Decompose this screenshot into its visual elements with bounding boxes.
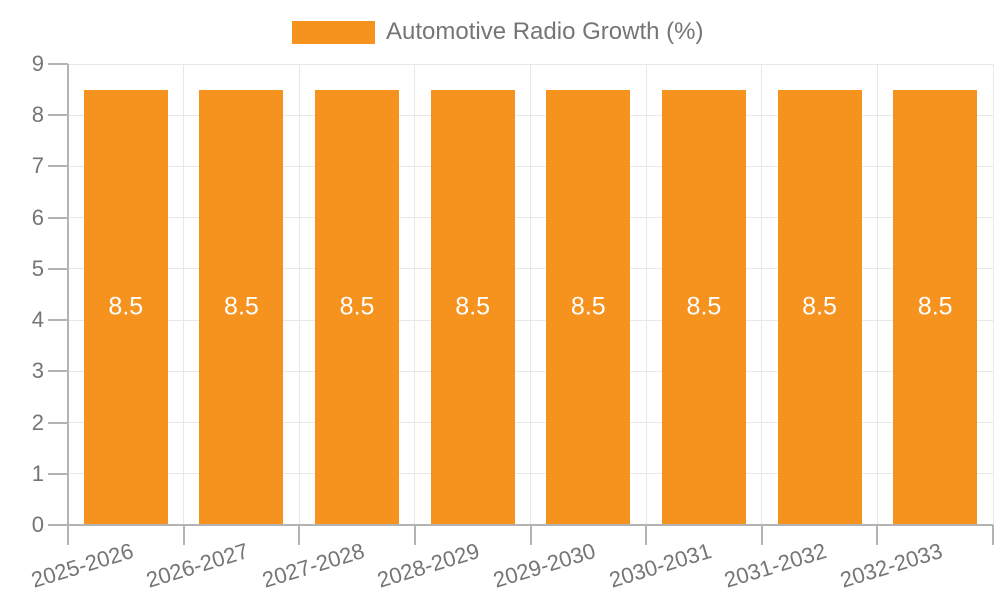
bar: 8.5: [777, 89, 862, 525]
x-tick-label: 2031-2032: [721, 538, 830, 593]
y-tick-label: 8: [31, 102, 44, 128]
v-gridline: [298, 64, 300, 525]
y-axis-line: [67, 64, 69, 545]
bar: 8.5: [430, 89, 515, 525]
bar: 8.5: [199, 89, 284, 525]
x-tick-label: 2026-2027: [143, 538, 252, 593]
y-tick-label: 5: [31, 255, 44, 281]
h-gridline: [68, 422, 993, 424]
y-axis-tick: [48, 370, 68, 373]
bar: 8.5: [893, 89, 978, 525]
v-gridline: [761, 64, 763, 525]
y-tick-label: 3: [31, 358, 44, 384]
legend[interactable]: Automotive Radio Growth (%): [292, 18, 703, 46]
y-axis-tick: [48, 63, 68, 65]
x-tick-label: 2027-2028: [259, 538, 368, 593]
y-axis-tick: [48, 165, 68, 168]
x-axis-tick: [992, 525, 994, 545]
bar-value-label: 8.5: [108, 292, 144, 321]
bar-value-label: 8.5: [570, 292, 606, 321]
bar-value-label: 8.5: [339, 292, 375, 321]
legend-label: Automotive Radio Growth (%): [386, 18, 704, 45]
x-tick-label: 2030-2031: [606, 538, 714, 593]
bar-value-label: 8.5: [686, 292, 722, 321]
bar-value-label: 8.5: [455, 292, 491, 321]
x-axis-tick: [876, 525, 879, 545]
v-gridline: [992, 64, 994, 525]
x-axis-line: [68, 524, 993, 526]
y-tick-label: 7: [31, 153, 44, 179]
y-axis-tick: [48, 216, 68, 219]
bar: 8.5: [315, 89, 400, 525]
y-tick-label: 0: [31, 512, 44, 537]
y-axis-tick: [48, 421, 68, 424]
h-gridline: [68, 63, 993, 65]
v-gridline: [530, 64, 531, 525]
v-gridline: [645, 64, 647, 525]
bar-value-label: 8.5: [802, 292, 837, 321]
bar: 8.5: [546, 89, 631, 525]
x-tick-label: 2028-2029: [374, 538, 483, 593]
y-axis-tick: [48, 472, 68, 475]
x-axis-tick: [529, 525, 532, 545]
v-gridline: [414, 64, 416, 525]
h-gridline: [68, 370, 993, 372]
v-gridline: [183, 64, 185, 525]
x-axis-tick: [298, 525, 301, 545]
x-axis-tick: [760, 525, 763, 545]
x-axis-tick: [645, 525, 648, 545]
legend-swatch[interactable]: [292, 20, 375, 44]
h-gridline: [68, 319, 993, 321]
h-gridline: [68, 217, 993, 219]
h-gridline: [68, 114, 993, 116]
x-axis-tick: [67, 525, 69, 545]
bar: 8.5: [661, 89, 746, 525]
v-gridline: [876, 64, 878, 525]
h-gridline: [68, 268, 993, 270]
y-tick-label: 1: [31, 460, 44, 486]
x-tick-label: 2032-2033: [837, 538, 946, 593]
y-tick-label: 9: [31, 51, 44, 76]
y-axis-tick: [48, 114, 68, 117]
x-axis-tick: [182, 525, 185, 545]
x-tick-label: 2029-2030: [490, 538, 599, 593]
bar: 8.5: [83, 89, 168, 525]
x-axis-tick: [413, 525, 416, 545]
y-axis-tick: [48, 319, 68, 322]
h-gridline: [68, 165, 993, 167]
y-tick-label: 2: [31, 409, 44, 435]
y-axis-tick: [48, 524, 68, 526]
y-axis-tick: [48, 267, 68, 270]
y-tick-label: 4: [31, 307, 44, 333]
h-gridline: [68, 473, 993, 475]
bar-value-label: 8.5: [224, 292, 259, 321]
x-tick-label: 2025-2026: [27, 538, 136, 593]
y-tick-label: 6: [31, 204, 44, 230]
bar-value-label: 8.5: [917, 292, 953, 321]
